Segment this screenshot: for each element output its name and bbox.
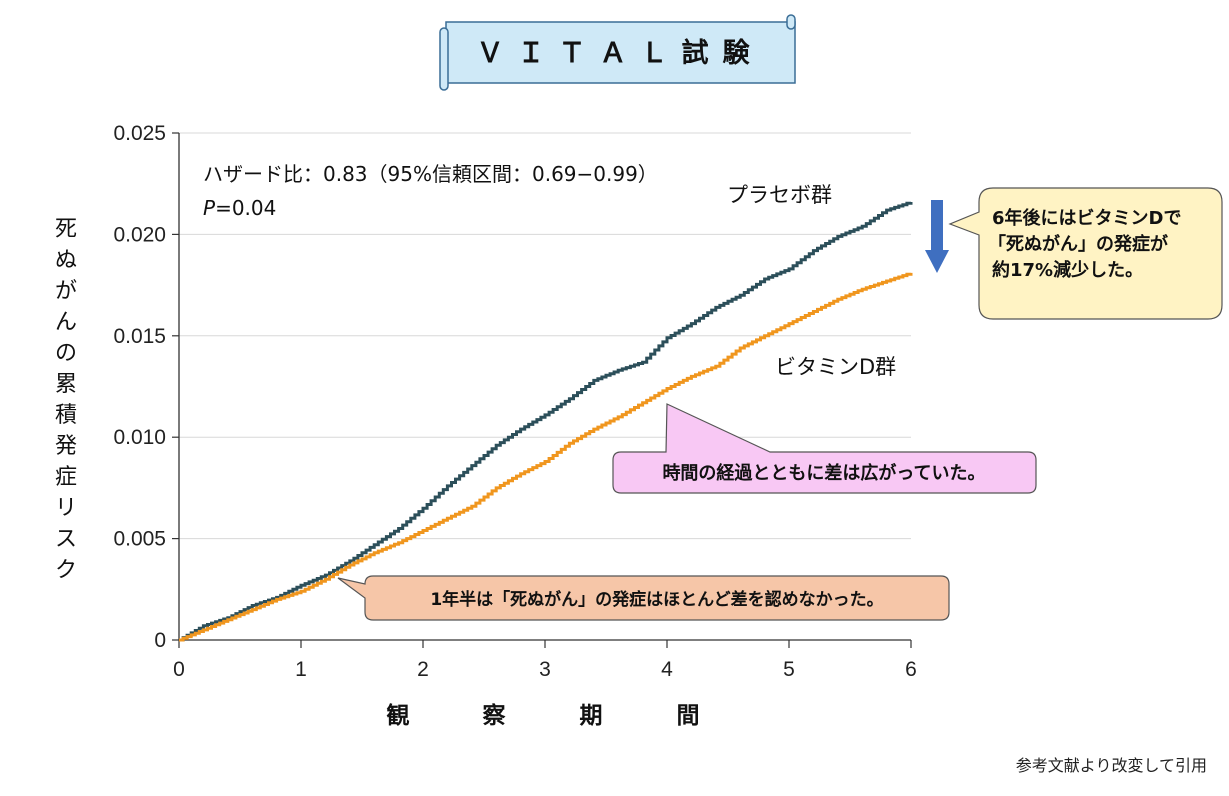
y-axis-label-char: ん	[55, 310, 77, 335]
y-axis-label-char: 累	[55, 372, 77, 397]
x-tick-label: 1	[295, 658, 307, 681]
x-tick-label: 0	[173, 658, 185, 681]
x-tick-label: 2	[417, 658, 429, 681]
title-box	[445, 21, 796, 84]
down-arrow-icon	[925, 200, 949, 273]
legend-vitamin-d: ビタミンD群	[775, 355, 896, 379]
x-tick-label: 4	[661, 658, 673, 681]
callout-early: 1年半は「死ぬがん」の発症はほとんど差を認めなかった。	[337, 575, 950, 621]
y-axis-label-char: が	[55, 279, 77, 304]
callout-early-text: 1年半は「死ぬがん」の発症はほとんど差を認めなかった。	[430, 589, 883, 610]
source-note: 参考文献より改変して引用	[1016, 756, 1207, 775]
callout-gap-text: 時間の経過とともに差は広がっていた。	[662, 462, 985, 484]
y-axis-label-char: ス	[55, 527, 77, 552]
y-axis-label-char: ぬ	[55, 248, 77, 273]
x-axis-label-char: 察	[483, 702, 507, 729]
y-axis-label-char: 発	[55, 434, 77, 459]
y-axis-label-char: の	[55, 341, 77, 366]
p-value: =0.04	[215, 196, 276, 220]
grid-lines	[179, 132, 911, 540]
x-axis-label: 観察期間	[387, 702, 700, 729]
y-tick-label: 0.010	[113, 426, 166, 449]
page-title: ＶＩＴＡＬ試験	[477, 37, 764, 69]
y-axis-label-char: リ	[55, 496, 77, 521]
x-axis-label-char: 期	[580, 703, 603, 729]
series-placebo-line	[179, 201, 913, 642]
y-tick-label: 0.015	[113, 325, 166, 348]
y-tick-label: 0.005	[113, 528, 166, 551]
legend-placebo: プラセボ群	[727, 183, 832, 207]
x-tick-label: 6	[905, 658, 917, 681]
hazard-ratio-text: ハザード比：0.83（95%信頼区間：0.69−0.99）	[203, 162, 658, 186]
y-tick-label: 0.025	[113, 122, 166, 145]
p-value-text: P=0.04	[203, 196, 276, 220]
x-axis-label-char: 間	[677, 703, 700, 729]
x-tick-label: 3	[539, 658, 551, 681]
x-tick-labels: 0 1 2 3 4 5 6	[173, 658, 917, 681]
callout-result-line2: 「死ぬがん」の発症が	[988, 233, 1168, 255]
y-tick-labels: 0 0.005 0.010 0.015 0.020 0.025	[113, 122, 166, 652]
axes	[172, 132, 912, 648]
y-axis-label-char: 死	[55, 217, 77, 242]
y-axis-label-char: 積	[55, 403, 77, 428]
callout-result: 6年後にはビタミンDで 「死ぬがん」の発症が 約17%減少した。	[948, 187, 1223, 320]
callout-result-line3: 約17%減少した。	[992, 259, 1143, 281]
series-lines	[179, 201, 913, 642]
callout-gap: 時間の経過とともに差は広がっていた。	[612, 403, 1037, 494]
series-vitamin-d-line	[179, 272, 913, 642]
x-tick-label: 5	[783, 658, 795, 681]
callout-result-line1: 6年後にはビタミンDで	[992, 207, 1181, 229]
y-axis-label-char: 症	[55, 465, 77, 490]
title-banner: ＶＩＴＡＬ試験	[439, 14, 796, 91]
title-scroll-right	[786, 14, 796, 30]
y-axis-label-char: ク	[55, 558, 77, 583]
title-scroll-left	[439, 27, 449, 91]
y-tick-label: 0	[154, 629, 166, 652]
x-axis-label-char: 観	[387, 702, 410, 729]
y-tick-label: 0.020	[113, 223, 166, 246]
p-label: P	[203, 196, 216, 220]
